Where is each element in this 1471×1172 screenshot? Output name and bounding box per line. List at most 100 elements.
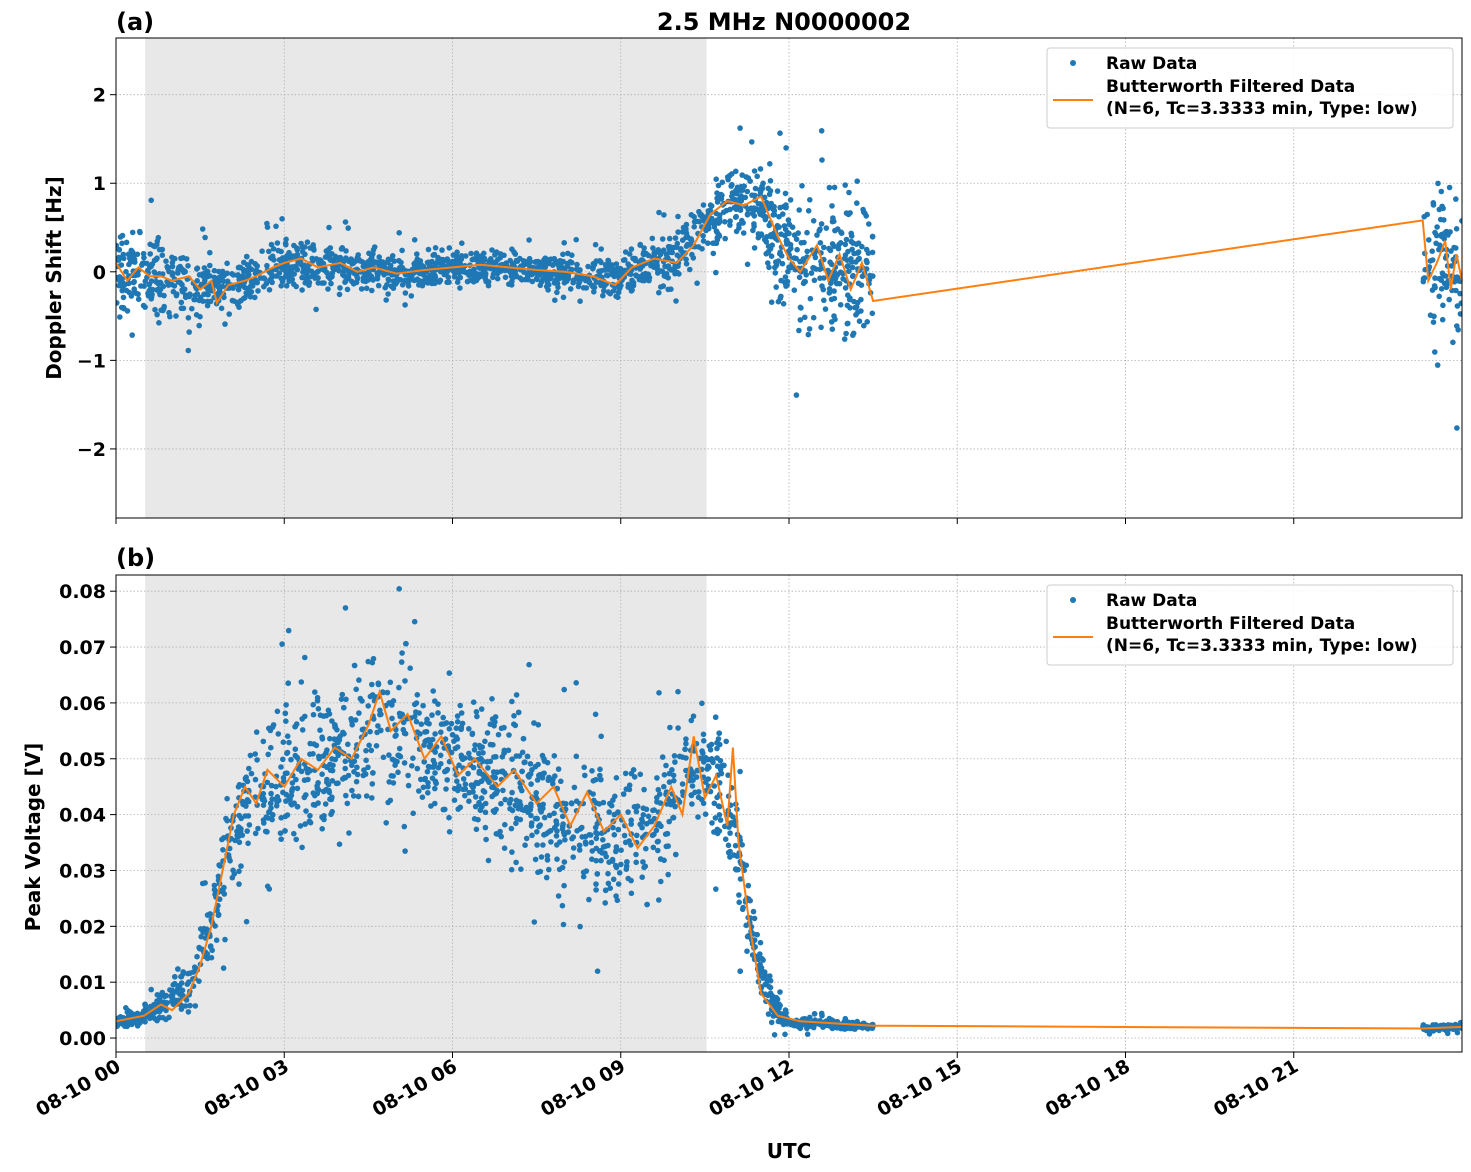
raw-data-point bbox=[427, 741, 434, 748]
raw-data-point bbox=[777, 204, 783, 211]
raw-data-point bbox=[342, 219, 349, 225]
raw-data-point bbox=[690, 770, 696, 777]
raw-data-point bbox=[846, 268, 852, 275]
raw-data-point bbox=[682, 746, 688, 753]
raw-data-point bbox=[628, 283, 634, 290]
raw-data-point bbox=[665, 275, 671, 281]
raw-data-point bbox=[565, 829, 572, 835]
raw-data-point bbox=[320, 753, 327, 759]
raw-data-point bbox=[656, 289, 662, 296]
raw-data-point bbox=[768, 299, 775, 306]
raw-data-point bbox=[552, 297, 558, 304]
raw-data-point bbox=[269, 796, 276, 802]
raw-data-point bbox=[847, 305, 853, 311]
raw-data-point bbox=[388, 283, 395, 290]
raw-data-point bbox=[797, 304, 804, 311]
raw-data-point bbox=[592, 824, 599, 831]
raw-data-point bbox=[202, 880, 208, 886]
raw-data-point bbox=[420, 784, 427, 791]
raw-data-point bbox=[515, 709, 522, 716]
raw-data-point bbox=[818, 221, 825, 227]
raw-data-point bbox=[850, 330, 857, 337]
raw-data-point bbox=[432, 280, 438, 287]
raw-data-point bbox=[231, 298, 238, 305]
raw-data-point bbox=[794, 246, 800, 253]
raw-data-point bbox=[402, 302, 408, 308]
raw-data-point bbox=[284, 749, 291, 756]
raw-data-point bbox=[509, 807, 516, 814]
raw-data-point bbox=[823, 225, 830, 231]
raw-data-point bbox=[528, 781, 534, 787]
raw-data-point bbox=[385, 291, 391, 297]
raw-data-point bbox=[220, 278, 227, 285]
raw-data-point bbox=[363, 757, 369, 764]
raw-data-point bbox=[854, 178, 860, 184]
raw-data-point bbox=[737, 768, 743, 775]
raw-data-point bbox=[826, 184, 833, 191]
raw-data-point bbox=[327, 767, 334, 773]
legend-raw-marker bbox=[1070, 60, 1076, 66]
raw-data-point bbox=[216, 287, 223, 293]
raw-data-point bbox=[521, 269, 527, 275]
raw-data-point bbox=[837, 240, 844, 246]
raw-data-point bbox=[834, 1025, 841, 1031]
raw-data-point bbox=[442, 806, 448, 813]
raw-data-point bbox=[615, 289, 622, 296]
raw-data-point bbox=[294, 803, 301, 810]
raw-data-point bbox=[841, 336, 848, 342]
raw-data-point bbox=[302, 654, 308, 661]
raw-data-point bbox=[125, 251, 132, 258]
raw-data-point bbox=[553, 803, 559, 809]
raw-data-point bbox=[370, 247, 377, 253]
raw-data-point bbox=[623, 863, 630, 869]
raw-data-point bbox=[242, 813, 249, 819]
raw-data-point bbox=[207, 249, 213, 256]
raw-data-point bbox=[275, 731, 282, 737]
raw-data-point bbox=[505, 747, 512, 754]
raw-data-point bbox=[439, 247, 445, 253]
raw-data-point bbox=[432, 770, 438, 776]
raw-data-point bbox=[244, 828, 250, 834]
raw-data-point bbox=[656, 897, 662, 903]
raw-data-point bbox=[548, 839, 554, 845]
raw-data-point bbox=[649, 235, 656, 242]
raw-data-point bbox=[396, 230, 403, 236]
raw-data-point bbox=[117, 234, 124, 240]
raw-data-point bbox=[606, 809, 612, 815]
raw-data-point bbox=[665, 871, 671, 878]
raw-data-point bbox=[511, 713, 517, 719]
raw-data-point bbox=[701, 738, 707, 744]
raw-data-point bbox=[554, 856, 560, 862]
raw-data-point bbox=[264, 262, 270, 269]
raw-data-point bbox=[534, 842, 540, 848]
raw-data-point bbox=[766, 264, 772, 271]
raw-data-point bbox=[643, 251, 650, 257]
raw-data-point bbox=[480, 788, 487, 794]
raw-data-point bbox=[349, 722, 356, 728]
raw-data-point bbox=[407, 665, 414, 671]
raw-data-point bbox=[694, 280, 700, 287]
raw-data-point bbox=[695, 814, 701, 820]
raw-data-point bbox=[556, 265, 563, 272]
raw-data-point bbox=[778, 293, 784, 300]
panel-label-a: (a) bbox=[116, 8, 154, 36]
raw-data-point bbox=[621, 832, 628, 839]
raw-data-point bbox=[1430, 319, 1437, 326]
raw-data-point bbox=[605, 258, 612, 264]
raw-data-point bbox=[524, 753, 531, 760]
raw-data-point bbox=[673, 851, 679, 858]
raw-data-point bbox=[224, 270, 230, 277]
raw-data-point bbox=[365, 703, 372, 709]
raw-data-point bbox=[329, 718, 335, 724]
raw-data-point bbox=[252, 830, 259, 837]
raw-data-point bbox=[369, 681, 375, 688]
raw-data-point bbox=[654, 775, 660, 781]
raw-data-point bbox=[843, 236, 850, 243]
raw-data-point bbox=[687, 777, 693, 784]
raw-data-point bbox=[768, 253, 775, 259]
raw-data-point bbox=[314, 783, 320, 789]
raw-data-point bbox=[837, 302, 844, 308]
raw-data-point bbox=[656, 821, 662, 827]
raw-data-point bbox=[688, 212, 695, 218]
raw-data-point bbox=[139, 262, 145, 268]
